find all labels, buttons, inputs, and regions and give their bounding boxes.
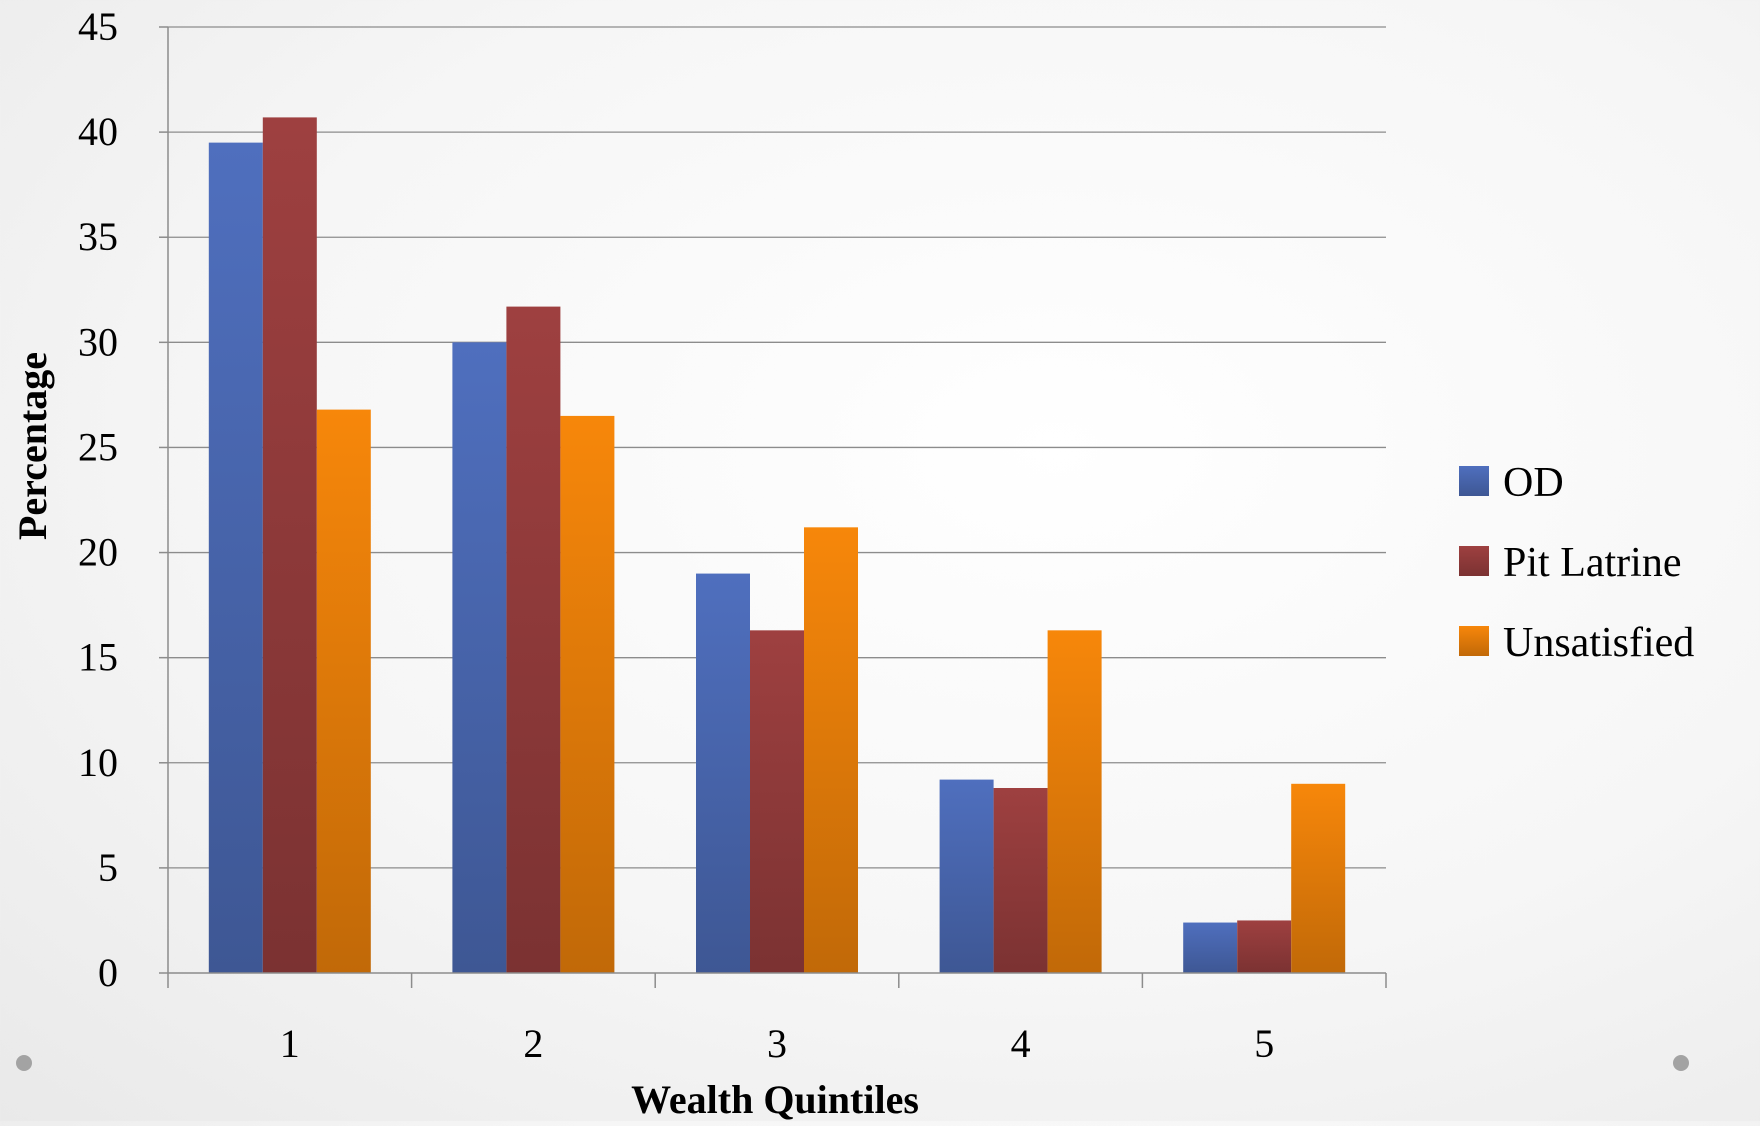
x-axis-label: Wealth Quintiles [631, 1077, 919, 1121]
bar-pit-latrine-q5 [1237, 920, 1292, 973]
legend-swatch [1459, 626, 1489, 656]
legend-label: Pit Latrine [1503, 540, 1681, 586]
y-tick-label: 10 [78, 740, 118, 785]
y-tick-label: 45 [78, 4, 118, 49]
bar-od-q4 [939, 779, 994, 973]
legend-label: OD [1503, 460, 1564, 506]
y-tick-label: 20 [78, 530, 118, 575]
y-tick-label: 25 [78, 424, 118, 469]
legend-swatch [1459, 466, 1489, 496]
y-tick-label: 30 [78, 319, 118, 364]
legend-label: Unsatisfied [1503, 620, 1694, 666]
y-tick-labels: 0 5 10 15 20 25 30 35 40 45 [78, 4, 118, 995]
slide-bullet-right [1673, 1055, 1689, 1071]
bar-pit-latrine-q1 [262, 117, 317, 973]
y-tick-label: 35 [78, 214, 118, 259]
slide-bullet-left [16, 1055, 32, 1071]
x-tick-labels: 1 2 3 4 5 [280, 1021, 1274, 1066]
bar-unsatisfied-q4 [1047, 630, 1102, 973]
bars [208, 117, 1346, 974]
bar-od-q2 [452, 342, 507, 973]
bar-pit-latrine-q2 [506, 306, 561, 973]
bar-pit-latrine-q3 [750, 630, 804, 973]
y-tick-label: 0 [98, 950, 118, 995]
axes [159, 26, 1387, 988]
x-tick-label: 5 [1254, 1021, 1274, 1066]
bar-pit-latrine-q4 [993, 788, 1048, 973]
bar-unsatisfied-q1 [316, 409, 371, 973]
legend: OD Pit Latrine Unsatisfied [1459, 460, 1694, 666]
bar-unsatisfied-q2 [560, 415, 615, 973]
y-axis-label: Percentage [10, 352, 55, 540]
bar-od-q1 [208, 142, 263, 974]
bar-unsatisfied-q3 [804, 527, 858, 973]
bar-unsatisfied-q5 [1291, 783, 1346, 973]
legend-swatch [1459, 546, 1489, 576]
x-tick-label: 3 [767, 1021, 787, 1066]
x-tick-label: 2 [523, 1021, 543, 1066]
bar-od-q5 [1183, 922, 1238, 973]
y-tick-label: 5 [98, 845, 118, 890]
x-tick-label: 4 [1011, 1021, 1031, 1066]
gridlines [168, 26, 1386, 869]
y-tick-label: 15 [78, 635, 118, 680]
y-tick-label: 40 [78, 109, 118, 154]
x-tick-label: 1 [280, 1021, 300, 1066]
bar-od-q3 [696, 573, 750, 973]
